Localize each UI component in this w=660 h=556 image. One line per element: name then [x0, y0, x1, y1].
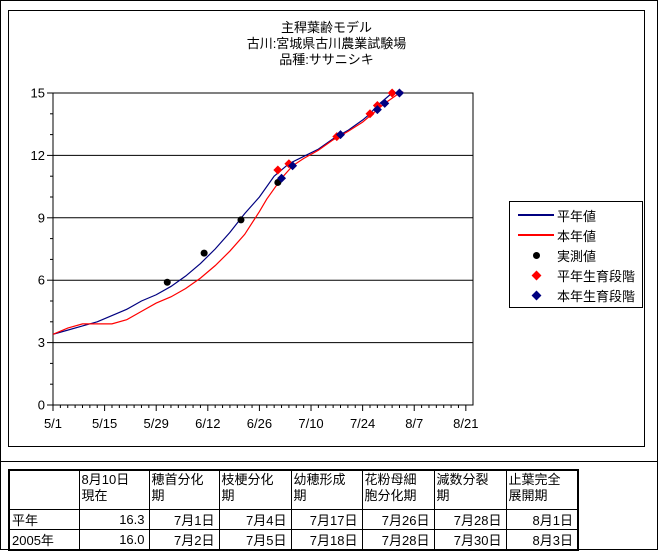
table-header-cell: 穂首分化期: [148, 469, 220, 510]
legend: 平年値本年値実測値平年生育段階 本年生育段階: [509, 201, 643, 308]
legend-diamond-marker: [518, 270, 554, 280]
table-cell: 7月1日: [148, 509, 220, 530]
y-tick-label: 15: [31, 86, 45, 101]
table-row-label: 平年: [8, 509, 80, 530]
table-cell: 16.3: [78, 509, 150, 530]
legend-circle-marker: [518, 251, 554, 259]
series-heinen-line: [52, 91, 404, 335]
stage-diamond-marker: [365, 109, 375, 119]
table-header-cell: [8, 469, 80, 510]
line-swatch-icon: [518, 234, 554, 236]
stage-diamond-marker: [336, 130, 346, 140]
chart-title-line-3: 品種:ササニシキ: [279, 52, 374, 67]
series-jissoku-points: [163, 178, 282, 286]
observed-point-marker: [237, 216, 245, 224]
table-cell: 7月26日: [361, 509, 435, 530]
legend-line-swatch: [518, 234, 554, 236]
table-cell: 7月30日: [433, 529, 507, 551]
stage-diamond-marker: [387, 88, 397, 98]
y-tick-label: 12: [31, 148, 45, 163]
stage-diamond-marker: [380, 98, 390, 108]
table-cell: 16.0: [78, 529, 150, 551]
series-honnen-line: [52, 91, 404, 335]
chart-title-line-1: 主稈葉齢モデル: [280, 20, 372, 35]
x-tick-label: 6/26: [247, 416, 272, 431]
table-cell: 7月18日: [290, 529, 363, 551]
table-cell: 7月28日: [361, 529, 435, 551]
table-cell: 7月4日: [218, 509, 292, 530]
stage-diamond-marker: [273, 165, 283, 175]
series-line: [52, 91, 404, 335]
x-tick-label: 7/24: [350, 416, 375, 431]
legend-item-2: 本年値: [510, 225, 642, 245]
table-cell: 7月28日: [433, 509, 507, 530]
x-tick-label: 6/12: [195, 416, 220, 431]
circle-marker-icon: [532, 251, 540, 259]
table-row-label: 2005年: [8, 529, 80, 551]
legend-item-label: 平年生育段階: [557, 268, 636, 284]
table-header-cell: 止葉完全 展開期: [505, 469, 579, 510]
y-tick-label: 3: [38, 335, 45, 350]
series-heinen-stage-points: [273, 88, 397, 175]
x-tick-label: 5/1: [44, 416, 62, 431]
table-header-cell: 8月10日 現在: [78, 469, 150, 510]
legend-item-label: 本年生育段階: [557, 288, 636, 304]
table-header-cell: 幼穂形成期: [290, 469, 363, 510]
diamond-marker-icon: [531, 270, 541, 280]
legend-item-label: 平年値: [557, 208, 597, 224]
chart-plot: 0 3 6 9 12 15 5/1 5/15 5/29 6/12 6/26 7/10 7/24 8/7 8/…: [31, 86, 479, 432]
stage-diamond-marker: [372, 105, 382, 115]
y-tick-label: 9: [38, 210, 45, 225]
diamond-marker-icon: [531, 290, 541, 300]
chart-title-line-2: 古川:宮城県古川農業試験場: [246, 36, 407, 51]
legend-item-label: 本年値: [557, 228, 597, 244]
table-row: 平年 16.3 7月1日 7月4日 7月17日 7月26日 7月28日 8月1日: [8, 509, 579, 530]
x-tick-label: 8/21: [453, 416, 478, 431]
gridlines: [53, 154, 473, 344]
observed-point-marker: [200, 249, 208, 257]
stage-diamond-marker: [288, 161, 298, 171]
table-header-row: 8月10日 現在 穂首分化期枝梗分化期幼穂形成期花粉母細 胞分化期 減数分裂期止葉完全展…: [8, 469, 579, 510]
y-tick-label: 0: [38, 398, 45, 413]
chart-title-block: 主稈葉齢モデル 古川:宮城県古川農業試験場 品種:ササニシキ: [9, 20, 644, 68]
table-cell: 8月3日: [505, 529, 579, 551]
table-header-cell: 花粉母細 胞分化期: [361, 469, 435, 510]
legend-item-5: 本年生育段階: [510, 285, 642, 305]
panel-divider: [0, 461, 658, 462]
legend-item-4: 平年生育段階: [510, 265, 642, 285]
x-tick-label: 8/7: [405, 416, 423, 431]
table-header-cell: 枝梗分化期: [218, 469, 292, 510]
stage-diamond-marker: [277, 173, 287, 183]
legend-item-label: 実測値: [557, 248, 597, 264]
legend-line-swatch: [518, 214, 554, 216]
table-cell: 7月5日: [218, 529, 292, 551]
legend-item-3: 実測値: [510, 245, 642, 265]
stage-table: 8月10日 現在 穂首分化期枝梗分化期幼穂形成期花粉母細 胞分化期 減数分裂期止葉完全展…: [8, 469, 579, 551]
table-header-cell: 減数分裂期: [433, 469, 507, 510]
y-tick-label: 6: [38, 273, 45, 288]
x-axis: 5/1 5/15 5/29 6/12 6/26 7/10 7/24 8/7 8/21: [44, 405, 478, 431]
series-line: [52, 91, 404, 335]
plot-border: [52, 92, 474, 406]
table-cell: 7月2日: [148, 529, 220, 551]
chart-panel: 主稈葉齢モデル 古川:宮城県古川農業試験場 品種:ササニシキ 0 3 6 9 12 15 5…: [8, 10, 645, 447]
table-cell: 7月17日: [290, 509, 363, 530]
legend-diamond-marker: [518, 290, 554, 300]
series-honnen-stage-points: [277, 88, 404, 183]
stage-diamond-marker: [394, 88, 404, 98]
x-tick-label: 5/15: [92, 416, 117, 431]
x-tick-label: 7/10: [298, 416, 323, 431]
line-swatch-icon: [518, 214, 554, 216]
observed-point-marker: [163, 278, 171, 286]
table-cell: 8月1日: [505, 509, 579, 530]
legend-item-1: 平年値: [510, 205, 642, 225]
x-tick-label: 5/29: [144, 416, 169, 431]
stage-diamond-marker: [332, 132, 342, 142]
y-axis: 0 3 6 9 12 15: [31, 86, 53, 413]
table-row: 2005年 16.0 7月2日 7月5日 7月18日 7月28日 7月30日 8月3日: [8, 529, 579, 551]
